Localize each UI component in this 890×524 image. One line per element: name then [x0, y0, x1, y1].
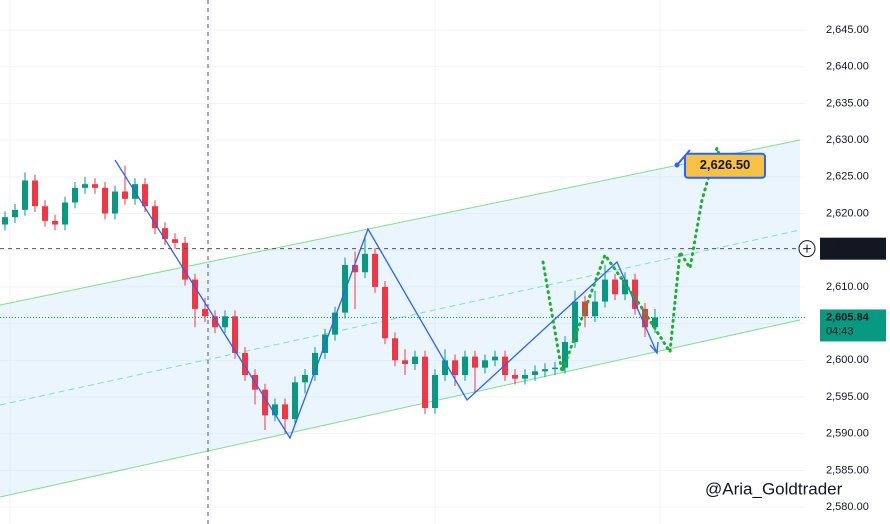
y-tick-label: 2,595.00	[826, 391, 869, 403]
y-tick-label: 2,585.00	[826, 464, 869, 476]
candle-body	[42, 206, 48, 221]
plus-icon	[803, 244, 811, 253]
candle-body	[332, 312, 338, 335]
candle-body	[512, 374, 518, 379]
candle-body	[362, 253, 368, 273]
candle-body	[12, 209, 18, 218]
channel-upper	[0, 139, 801, 306]
candle-body	[492, 356, 498, 361]
candle-body	[232, 316, 238, 353]
target-dot	[674, 162, 680, 168]
last-price-bg	[820, 309, 886, 342]
y-tick-label: 2,620.00	[826, 207, 869, 219]
candle-body	[532, 371, 538, 375]
candle-body	[652, 317, 658, 328]
watermark: @Aria_Goldtrader	[705, 479, 843, 498]
y-tick-label: 2,640.00	[826, 61, 869, 73]
channel-fill	[0, 140, 800, 497]
candle-body	[202, 308, 208, 317]
candle-body	[102, 187, 108, 214]
candle-body	[462, 356, 468, 375]
candle-body	[302, 374, 308, 383]
candle-body	[172, 239, 178, 243]
candle-body	[112, 191, 118, 214]
candle-body	[442, 360, 448, 375]
candle-body	[122, 191, 128, 199]
candle-body	[412, 356, 418, 364]
labels: 2,615.21 2,605.84 04:43 2,626.50	[0, 152, 886, 342]
y-tick-label: 2,610.00	[826, 281, 869, 293]
candle-body	[622, 279, 628, 295]
target-pointer	[676, 149, 691, 166]
zigzag	[114, 159, 658, 440]
channel-mid	[0, 229, 801, 406]
candle-body	[592, 301, 598, 317]
candles	[2, 165, 658, 434]
crosshair-label-bg	[820, 237, 886, 260]
candle-body	[632, 279, 638, 309]
candle-body	[222, 316, 228, 328]
candle-body	[562, 341, 568, 368]
candle-body	[152, 206, 158, 229]
y-tick-label: 2,600.00	[826, 354, 869, 366]
candle-body	[612, 279, 618, 295]
candle-body	[522, 374, 528, 379]
countdown: 04:43	[826, 325, 854, 337]
candle-body	[382, 286, 388, 339]
candle-body	[642, 308, 648, 328]
arrowhead	[649, 341, 659, 355]
y-tick-label: 2,645.00	[826, 24, 869, 36]
candle-body	[212, 316, 218, 328]
candle-body	[2, 217, 8, 225]
y-tick-label: 2,625.00	[826, 171, 869, 183]
candle-body	[482, 360, 488, 368]
candle-body	[282, 404, 288, 420]
candle-body	[292, 382, 298, 420]
candle-body	[262, 389, 268, 416]
candle-body	[32, 180, 38, 207]
crosshair-label: 2,615.21	[826, 243, 869, 255]
y-tick-label: 2,590.00	[826, 428, 869, 440]
candle-body	[182, 242, 188, 280]
candle-body	[542, 369, 548, 372]
candle-body	[142, 184, 148, 207]
candle-body	[422, 356, 428, 409]
candle-body	[82, 184, 88, 188]
candle-body	[272, 404, 278, 416]
candle-body	[62, 202, 68, 225]
candle-body	[452, 360, 458, 375]
y-tick-label: 2,630.00	[826, 134, 869, 146]
candle-body	[312, 352, 318, 375]
target-bg	[684, 152, 766, 179]
candle-body	[242, 352, 248, 375]
candle-body	[472, 356, 478, 368]
candle-body	[162, 228, 168, 240]
candle-body	[372, 253, 378, 287]
candle-body	[22, 180, 28, 210]
candle-body	[552, 367, 558, 370]
candle-body	[92, 184, 98, 188]
candle-body	[342, 264, 348, 313]
last-price-label: 2,605.84	[826, 311, 870, 323]
grid	[0, 0, 805, 524]
candle-body	[52, 220, 58, 225]
y-tick-label: 2,580.00	[826, 501, 869, 513]
candle-body	[392, 338, 398, 361]
candle-body	[572, 301, 578, 342]
price-axis	[805, 0, 890, 524]
candle-body	[402, 360, 408, 364]
y-tick-label: 2,635.00	[826, 97, 869, 109]
candle-body	[72, 187, 78, 203]
candle-body	[352, 264, 358, 273]
candle-body	[432, 374, 438, 409]
candle-body	[192, 279, 198, 309]
candle-body	[602, 279, 608, 302]
target-label: 2,626.50	[700, 157, 751, 172]
